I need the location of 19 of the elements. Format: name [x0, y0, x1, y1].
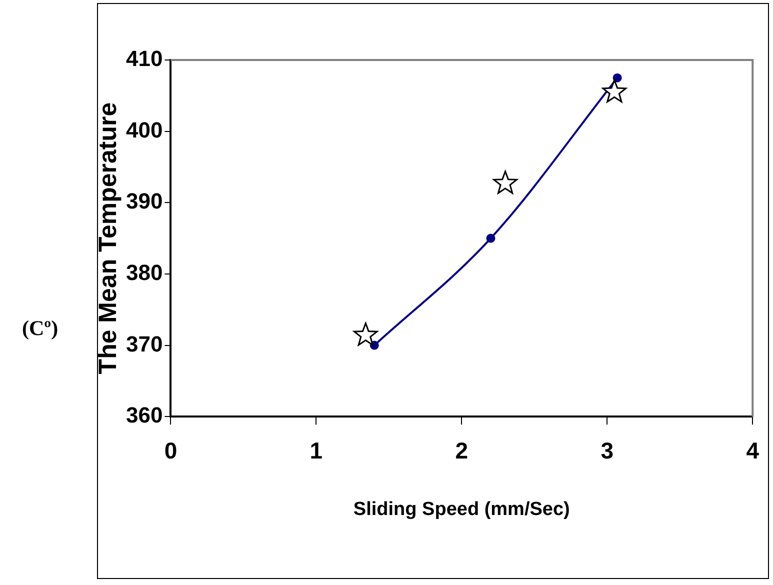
- y-tick-label: 360: [126, 402, 163, 428]
- point: [493, 170, 518, 194]
- x-axis-title: Sliding Speed (mm/Sec): [353, 498, 570, 520]
- y-tick-label: 410: [126, 46, 163, 72]
- y-axis-title: The Mean Temperature: [94, 102, 122, 374]
- point: [602, 79, 627, 103]
- text: (Cº): [22, 316, 58, 341]
- point: [486, 234, 496, 243]
- x-tick-label: 2: [455, 438, 468, 464]
- x-tick-label: 0: [164, 438, 178, 464]
- x-tick-label: 4: [746, 438, 760, 464]
- x-tick-label: 1: [310, 438, 323, 464]
- y-tick-label: 400: [126, 117, 163, 142]
- y-tick-label: 370: [126, 331, 163, 356]
- y-tick-label: 380: [126, 260, 163, 286]
- point: [612, 73, 622, 82]
- y-tick-label: 390: [126, 188, 163, 214]
- point: [353, 322, 378, 346]
- x-tick-label: 3: [600, 438, 614, 464]
